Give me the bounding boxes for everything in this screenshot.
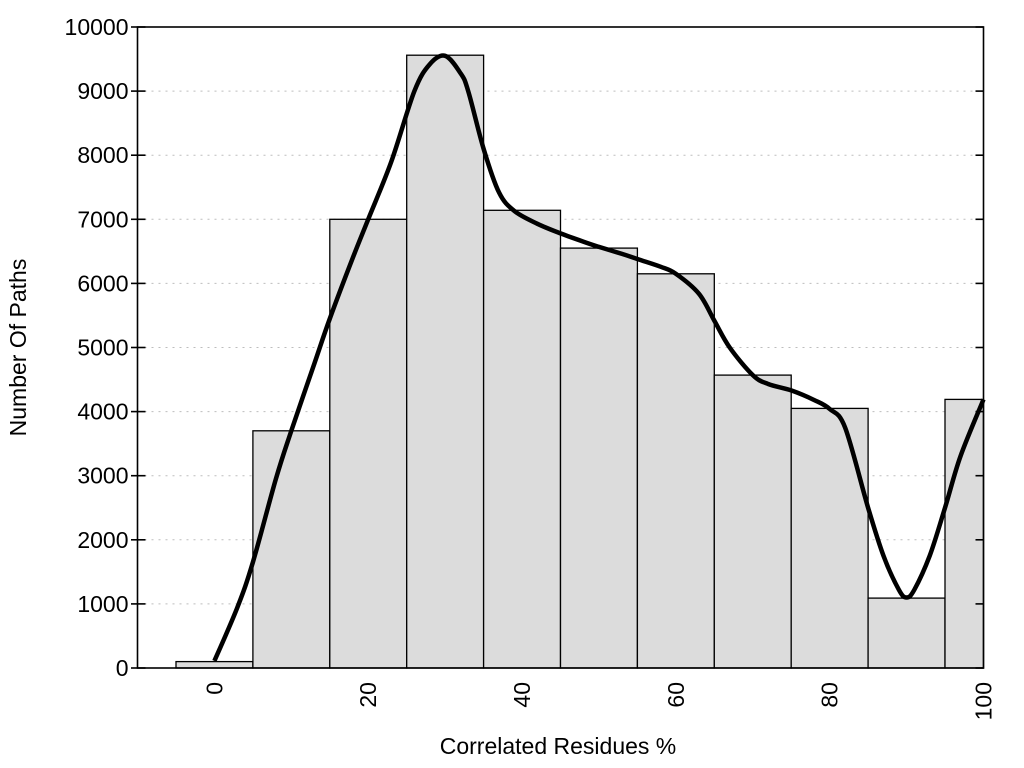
y-tick-label-8000: 8000 — [77, 142, 128, 168]
bar-90 — [867, 597, 946, 669]
y-tick-label-6000: 6000 — [77, 270, 128, 296]
y-tick-label-0: 0 — [116, 655, 129, 681]
y-tick-label-9000: 9000 — [77, 78, 128, 104]
y-tick-label-4000: 4000 — [77, 399, 128, 425]
y-tick-label-3000: 3000 — [77, 463, 128, 489]
y-tick-label-5000: 5000 — [77, 335, 128, 361]
histogram-bars — [175, 54, 985, 669]
plot-border — [136, 26, 985, 669]
x-tick-label-80: 80 — [817, 682, 843, 708]
bar-50 — [559, 247, 639, 669]
y-tick-label-7000: 7000 — [77, 206, 128, 232]
y-tick-label-10000: 10000 — [65, 14, 129, 40]
x-tick-label-40: 40 — [509, 682, 535, 708]
bar-40 — [482, 209, 562, 669]
density-curve — [212, 53, 986, 662]
x-tick-label-0: 0 — [201, 682, 227, 695]
y-axis-title: Number Of Paths — [5, 259, 31, 437]
bar-100 — [944, 398, 985, 669]
y-tick-label-2000: 2000 — [77, 527, 128, 553]
bar-60 — [636, 273, 715, 669]
x-axis-title: Correlated Residues % — [440, 733, 677, 759]
x-tick-label-20: 20 — [355, 682, 381, 708]
bar-0 — [175, 660, 254, 669]
y-tick-label-1000: 1000 — [77, 591, 128, 617]
bar-80 — [790, 407, 869, 669]
bar-70 — [713, 374, 792, 669]
bar-20 — [329, 218, 408, 669]
x-tick-label-100: 100 — [971, 682, 997, 720]
x-tick-label-60: 60 — [663, 682, 689, 708]
axis-tick-labels: 0100020003000400050006000700080009000100… — [65, 14, 997, 720]
bar-30 — [406, 54, 485, 669]
bar-10 — [252, 430, 331, 669]
